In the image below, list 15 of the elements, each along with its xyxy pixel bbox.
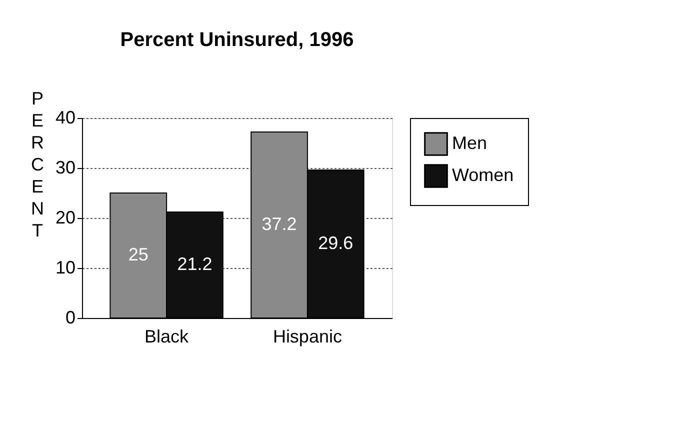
legend-label: Women [452, 165, 514, 185]
x-tick-label: Hispanic [272, 326, 342, 346]
y-tick-label: 40 [55, 108, 76, 128]
x-tick-label: Black [144, 326, 190, 346]
y-tick-label: 30 [55, 158, 76, 178]
y-tick-label: 20 [55, 208, 76, 228]
chart-title: Percent Uninsured, 1996 [120, 29, 354, 51]
data-label: 21.2 [177, 254, 212, 274]
legend-label: Men [452, 133, 488, 153]
y-tick-label: 0 [65, 308, 76, 328]
y-tick-label: 10 [55, 258, 76, 278]
data-label: 37.2 [262, 214, 297, 234]
y-axis-title: PERCENT [31, 88, 44, 240]
data-label: 29.6 [318, 233, 354, 253]
data-label: 25 [128, 244, 148, 264]
